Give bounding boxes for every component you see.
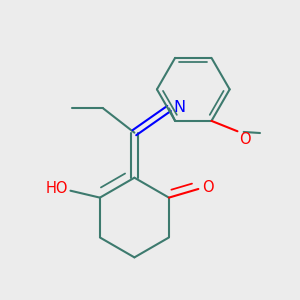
Text: N: N <box>173 100 185 115</box>
Text: O: O <box>239 132 251 147</box>
Text: HO: HO <box>45 182 68 196</box>
Text: O: O <box>202 180 213 195</box>
